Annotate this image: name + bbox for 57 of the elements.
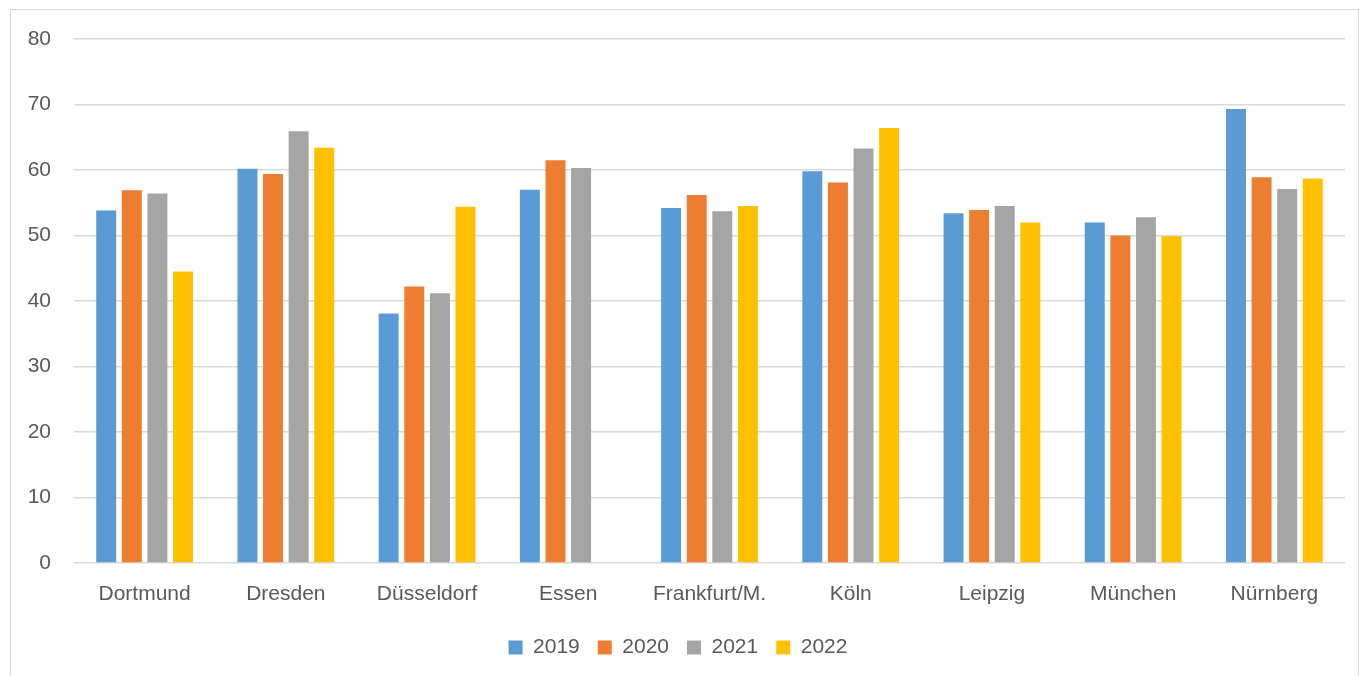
bar bbox=[686, 194, 707, 563]
x-tick-label: Frankfurt/M. bbox=[652, 581, 767, 605]
y-tick-label: 30 bbox=[27, 353, 51, 377]
legend-label: 2020 bbox=[622, 634, 669, 658]
bar bbox=[263, 173, 284, 563]
bar bbox=[314, 147, 335, 563]
bar bbox=[1251, 177, 1272, 563]
bar bbox=[288, 131, 309, 563]
bar bbox=[519, 189, 540, 563]
y-tick-label: 40 bbox=[27, 287, 51, 311]
x-tick-label: Düsseldorf bbox=[376, 581, 478, 605]
y-tick-label: 70 bbox=[27, 91, 51, 115]
bar bbox=[378, 313, 399, 563]
bar bbox=[712, 211, 733, 563]
y-tick-label: 80 bbox=[27, 25, 51, 49]
bar bbox=[1020, 222, 1041, 563]
bar bbox=[571, 168, 592, 563]
legend-label: 2021 bbox=[711, 634, 759, 658]
bar bbox=[994, 206, 1015, 563]
bar bbox=[737, 206, 758, 563]
bar bbox=[455, 206, 476, 563]
bar bbox=[404, 286, 425, 563]
x-tick-label: München bbox=[1089, 581, 1177, 605]
x-tick-label: Nürnberg bbox=[1230, 581, 1319, 605]
bar bbox=[943, 213, 964, 563]
bar bbox=[545, 160, 566, 563]
x-tick-label: Essen bbox=[539, 581, 598, 605]
bar bbox=[121, 190, 142, 563]
bar bbox=[802, 171, 823, 563]
bar bbox=[1110, 235, 1131, 563]
y-tick-label: 0 bbox=[39, 549, 51, 573]
bar bbox=[853, 148, 874, 563]
x-tick-label: Leipzig bbox=[958, 581, 1026, 605]
bar bbox=[429, 293, 450, 563]
bar bbox=[147, 193, 168, 563]
bar bbox=[96, 210, 117, 563]
bar bbox=[1161, 236, 1182, 563]
bar bbox=[1135, 217, 1156, 563]
x-tick-label: Dortmund bbox=[98, 581, 191, 605]
bar bbox=[1277, 189, 1298, 563]
bar bbox=[1302, 178, 1323, 563]
x-tick-label: Köln bbox=[829, 581, 872, 605]
y-tick-label: 50 bbox=[27, 222, 51, 246]
bar bbox=[969, 209, 990, 563]
x-tick-label: Dresden bbox=[246, 581, 326, 605]
bar bbox=[173, 271, 193, 563]
y-tick-label: 10 bbox=[27, 484, 51, 508]
legend-label: 2022 bbox=[800, 634, 848, 658]
bar bbox=[879, 128, 900, 563]
y-tick-label: 60 bbox=[27, 156, 51, 180]
bar bbox=[827, 182, 848, 563]
legend-label: 2019 bbox=[533, 634, 580, 658]
bar bbox=[661, 207, 682, 563]
bar bbox=[1084, 222, 1105, 563]
bar bbox=[237, 168, 258, 563]
y-tick-label: 20 bbox=[27, 418, 51, 442]
bar bbox=[1226, 109, 1246, 563]
